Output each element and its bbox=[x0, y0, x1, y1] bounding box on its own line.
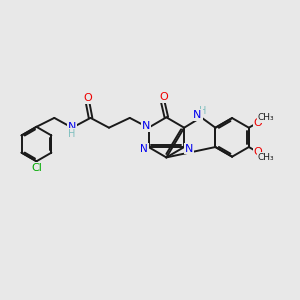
Text: N: N bbox=[68, 122, 76, 132]
Text: CH₃: CH₃ bbox=[258, 153, 274, 162]
Text: N: N bbox=[194, 110, 202, 120]
Text: N: N bbox=[142, 121, 150, 131]
Text: H: H bbox=[68, 129, 75, 139]
Text: Cl: Cl bbox=[31, 163, 42, 173]
Text: O: O bbox=[84, 93, 93, 103]
Text: O: O bbox=[159, 92, 168, 102]
Text: O: O bbox=[254, 147, 262, 157]
Text: H: H bbox=[199, 106, 206, 116]
Text: O: O bbox=[254, 118, 262, 128]
Text: CH₃: CH₃ bbox=[258, 113, 274, 122]
Text: N: N bbox=[140, 143, 148, 154]
Text: N: N bbox=[184, 143, 193, 154]
